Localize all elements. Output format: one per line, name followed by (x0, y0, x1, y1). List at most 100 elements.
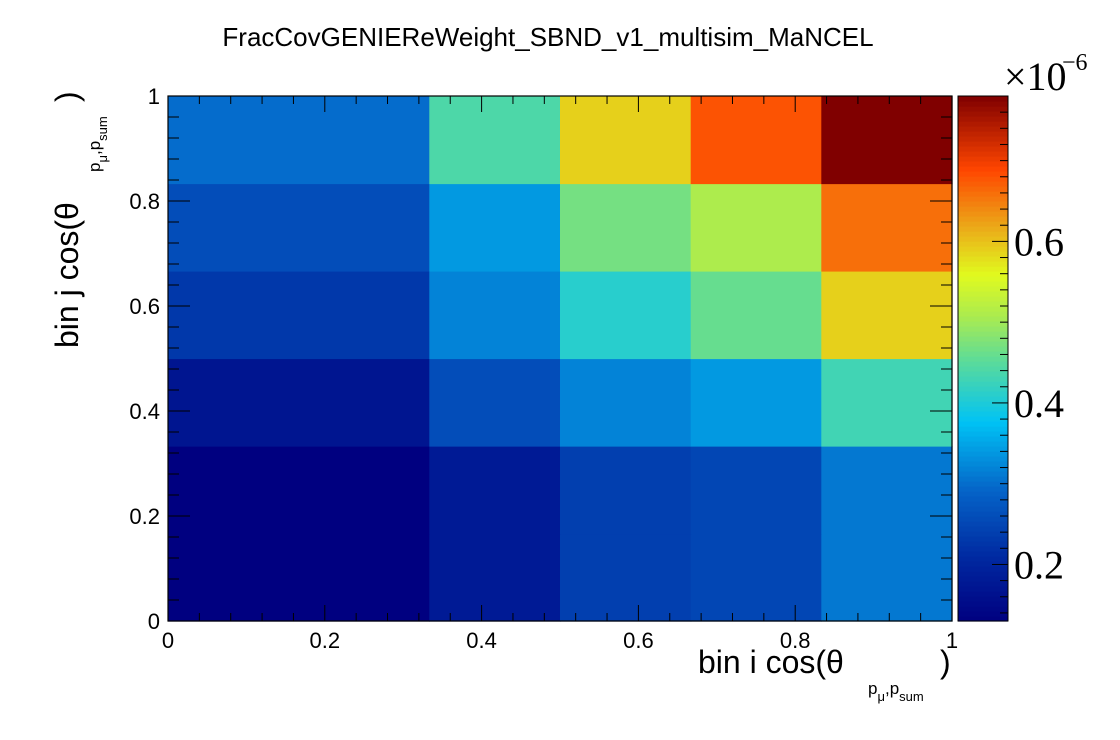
heatmap-cell (168, 96, 430, 185)
color-scale-segment (958, 436, 1008, 442)
color-scale-segment (958, 506, 1008, 512)
color-scale-segment (958, 561, 1008, 567)
heatmap-cell (690, 183, 822, 272)
color-scale-segment (958, 281, 1008, 287)
color-scale-multiplier-exponent: −6 (1062, 50, 1088, 76)
color-scale-segment (958, 151, 1008, 157)
color-scale-segment (958, 101, 1008, 107)
color-scale-segment (958, 326, 1008, 332)
color-scale-segment (958, 271, 1008, 277)
heatmap-cell (690, 358, 822, 447)
color-scale-segment (958, 596, 1008, 602)
color-scale-segment (958, 246, 1008, 252)
color-scale-segment (958, 521, 1008, 527)
y-tick-label: 1 (148, 84, 160, 109)
color-scale-segment (958, 511, 1008, 517)
color-scale-segment (958, 286, 1008, 292)
color-scale-segment (958, 411, 1008, 417)
color-scale-segment (958, 291, 1008, 297)
heatmap-cell (560, 358, 692, 447)
color-scale-segment (958, 181, 1008, 187)
heatmap-cell (429, 358, 561, 447)
color-scale-segment (958, 296, 1008, 302)
color-scale-segment (958, 426, 1008, 432)
color-scale-segment (958, 231, 1008, 237)
heatmap-cell (168, 446, 430, 535)
x-axis-label-subscript: pμ,psum (868, 679, 924, 704)
color-scale-segment (958, 241, 1008, 247)
color-scale-segment (958, 376, 1008, 382)
y-axis-label-close: ) (49, 91, 85, 102)
color-scale-segment (958, 166, 1008, 172)
color-scale-segment (958, 526, 1008, 532)
color-scale-segment (958, 111, 1008, 117)
color-scale-segment (958, 466, 1008, 472)
heatmap-cell (560, 96, 692, 185)
color-scale-segment (958, 126, 1008, 132)
x-axis-ticks: 0 0.2 0.4 0.6 0.8 1 (162, 96, 958, 653)
y-axis-label: bin j cos(θ pμ,psum ) (49, 91, 110, 348)
color-scale-segment (958, 186, 1008, 192)
heatmap-cell (560, 446, 692, 535)
color-scale-segment (958, 131, 1008, 137)
color-scale-segment (958, 516, 1008, 522)
y-axis-label-subscript: pμ,psum (85, 116, 110, 172)
z-tick-label: 0.2 (1014, 542, 1064, 587)
color-scale-segment (958, 121, 1008, 127)
color-scale-ticks: 0.2 0.4 0.6 (992, 95, 1064, 614)
x-tick-label: 0 (162, 628, 174, 653)
color-scale-segment (958, 336, 1008, 342)
y-tick-label: 0.8 (129, 189, 160, 214)
color-scale-segment (958, 226, 1008, 232)
heatmap-cell (690, 533, 822, 622)
color-scale (957, 95, 1009, 622)
heatmap-cell (690, 270, 822, 360)
color-scale-segment (958, 256, 1008, 262)
color-scale-segment (958, 446, 1008, 452)
color-scale-segment (958, 361, 1008, 367)
color-scale-multiplier-base: ×10 (1004, 54, 1067, 99)
heatmap-cell (821, 358, 953, 447)
color-scale-segment (958, 396, 1008, 402)
color-scale-segment (958, 266, 1008, 272)
color-scale-segment (958, 401, 1008, 407)
heatmap-cell (560, 270, 692, 360)
plot-frame (167, 95, 953, 622)
heatmap-cell (168, 270, 430, 360)
color-scale-segment (958, 421, 1008, 427)
heatmap-cell (821, 533, 953, 622)
color-scale-segment (958, 236, 1008, 242)
heatmap-cell (560, 183, 692, 272)
color-scale-segment (958, 546, 1008, 552)
heatmap-cell (168, 358, 430, 447)
color-scale-segment (958, 196, 1008, 202)
color-scale-segment (958, 206, 1008, 212)
color-scale-segment (958, 301, 1008, 307)
color-scale-frame (957, 95, 1009, 622)
color-scale-segment (958, 416, 1008, 422)
chart-title: FracCovGENIEReWeight_SBND_v1_multisim_Ma… (222, 22, 873, 52)
color-scale-segment (958, 391, 1008, 397)
color-scale-segment (958, 356, 1008, 362)
color-scale-segment (958, 601, 1008, 607)
color-scale-segment (958, 141, 1008, 147)
color-scale-segment (958, 456, 1008, 462)
color-scale-segment (958, 346, 1008, 352)
color-scale-segment (958, 106, 1008, 112)
color-scale-segment (958, 216, 1008, 222)
heatmap-cell (429, 270, 561, 360)
color-scale-segment (958, 471, 1008, 477)
color-scale-segment (958, 476, 1008, 482)
color-scale-segment (958, 176, 1008, 182)
color-scale-segment (958, 541, 1008, 547)
x-tick-label: 0.2 (310, 628, 341, 653)
color-scale-segment (958, 351, 1008, 357)
color-scale-segment (958, 136, 1008, 142)
x-axis-label: bin i cos(θ pμ,psum ) (698, 644, 951, 704)
color-scale-segment (958, 171, 1008, 177)
color-scale-segment (958, 161, 1008, 167)
axes (167, 95, 953, 622)
x-tick-label: 0.4 (466, 628, 497, 653)
color-scale-segment (958, 316, 1008, 322)
